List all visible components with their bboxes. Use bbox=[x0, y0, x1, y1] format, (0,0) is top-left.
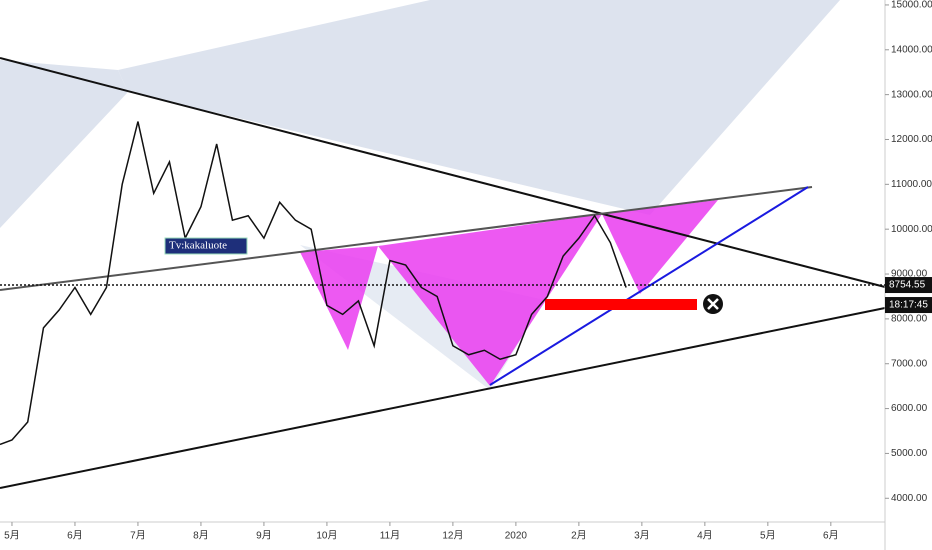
x-tick-label: 2月 bbox=[571, 530, 587, 542]
y-tick-label: 15000.00 bbox=[891, 0, 932, 11]
x-tick-label: 7月 bbox=[130, 530, 146, 542]
x-tick-label: 5月 bbox=[760, 530, 776, 542]
x-tick-label: 11月 bbox=[380, 530, 400, 542]
x-tick-label: 4月 bbox=[697, 530, 713, 542]
y-tick-label: 5000.00 bbox=[891, 448, 928, 459]
x-tick-label: 10月 bbox=[316, 530, 337, 542]
y-tick-label: 14000.00 bbox=[891, 44, 932, 55]
red-zone bbox=[545, 299, 697, 310]
countdown-label: 18:17:45 bbox=[889, 300, 928, 311]
pattern-triangle bbox=[378, 214, 602, 386]
y-tick-label: 7000.00 bbox=[891, 358, 928, 369]
trend-line bbox=[0, 307, 886, 489]
last-price-label: 8754.55 bbox=[889, 280, 926, 291]
price-line bbox=[0, 121, 627, 446]
x-tick-label: 8月 bbox=[193, 530, 209, 542]
y-tick-label: 8000.00 bbox=[891, 314, 928, 325]
x-tick-label: 12月 bbox=[442, 530, 463, 542]
y-tick-label: 6000.00 bbox=[891, 403, 928, 414]
annotation-box bbox=[164, 237, 248, 255]
trend-line bbox=[0, 186, 813, 291]
shaded-channel bbox=[118, 0, 840, 215]
trend-line bbox=[0, 57, 886, 288]
x-tick-label: 6月 bbox=[823, 530, 839, 542]
drawings bbox=[0, 0, 886, 489]
y-tick-label: 11000.00 bbox=[891, 179, 932, 190]
x-tick-label: 5月 bbox=[4, 530, 20, 542]
y-tick-label: 12000.00 bbox=[891, 134, 932, 145]
y-tick-label: 9000.00 bbox=[891, 269, 928, 280]
x-tick-label: 3月 bbox=[634, 530, 650, 542]
pattern-triangle bbox=[602, 200, 718, 294]
annotation: Tv:kakaluote bbox=[169, 240, 227, 252]
x-tick-label: 9月 bbox=[256, 530, 272, 542]
y-tick-label: 13000.00 bbox=[891, 89, 932, 100]
y-tick-label: 10000.00 bbox=[891, 224, 932, 235]
y-tick-label: 4000.00 bbox=[891, 493, 928, 504]
countdown-box bbox=[885, 297, 932, 314]
shaded-channel bbox=[0, 60, 128, 228]
close-icon-cross bbox=[707, 298, 719, 310]
last-price-box bbox=[885, 277, 932, 294]
x-tick-label: 6月 bbox=[67, 530, 83, 542]
trend-line bbox=[489, 186, 809, 386]
x-tick-label: 2020 bbox=[505, 531, 528, 542]
plot bbox=[0, 121, 627, 446]
